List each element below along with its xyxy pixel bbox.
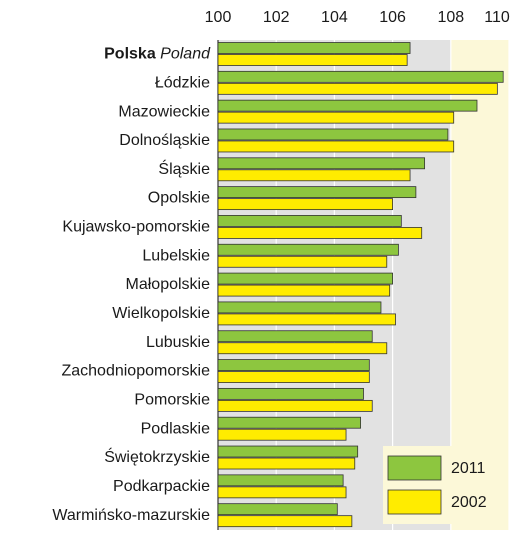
category-label: Zachodniopomorskie: [61, 363, 210, 380]
bar: [217, 157, 426, 170]
x-tick-label: 102: [263, 9, 290, 26]
category-label: Dolnośląskie: [119, 132, 210, 149]
bar: [217, 474, 344, 487]
x-tick-label: 108: [437, 9, 464, 26]
bar: [217, 54, 408, 66]
bar: [217, 330, 373, 343]
category-label: Lubelskie: [142, 247, 210, 264]
bar: [217, 169, 411, 182]
bar: [217, 272, 394, 285]
legend-swatch: [387, 455, 442, 481]
bar: [217, 313, 396, 326]
category-label: Mazowieckie: [118, 103, 210, 120]
bar: [217, 503, 338, 516]
bar: [217, 186, 417, 199]
bar: [217, 515, 353, 528]
bar: [217, 486, 347, 499]
category-label: Kujawsko-pomorskie: [62, 219, 210, 236]
category-label: Opolskie: [148, 190, 210, 207]
bar: [217, 301, 382, 314]
bar: [217, 416, 361, 429]
bar: [217, 284, 391, 297]
bar: [217, 243, 399, 256]
bar: [217, 359, 370, 371]
bar: [217, 457, 356, 470]
category-label: Podkarpackie: [113, 478, 210, 495]
category-label: Polska Poland: [104, 46, 211, 63]
bar: [217, 198, 394, 211]
bar: [217, 371, 370, 383]
x-tick-label: 100: [205, 9, 232, 26]
bar: [217, 428, 347, 441]
category-label: Małopolskie: [126, 276, 211, 293]
category-label: Warmińsko-mazurskie: [52, 507, 210, 524]
category-label: Łódzkie: [155, 74, 210, 91]
category-label: Świętokrzyskie: [104, 447, 210, 466]
bar: [217, 227, 423, 239]
bar: [217, 42, 411, 54]
legend-label: 2011: [451, 460, 486, 477]
bar: [217, 255, 388, 268]
x-tick-label: 106: [379, 9, 406, 26]
category-label: Podlaskie: [141, 420, 210, 437]
category-label: Wielkopolskie: [112, 305, 210, 322]
bar: [217, 215, 402, 227]
legend-label: 2002: [451, 494, 487, 511]
legend-swatch: [387, 489, 442, 515]
category-label: Śląskie: [158, 159, 210, 178]
category-label: Pomorskie: [134, 392, 210, 409]
bar: [217, 70, 504, 83]
bar: [217, 342, 388, 355]
bar: [217, 82, 498, 95]
bar: [217, 445, 359, 458]
category-label: Lubuskie: [146, 334, 210, 351]
x-tick-label: 104: [321, 9, 348, 26]
bar: [217, 387, 364, 400]
bar: [217, 140, 455, 153]
category-label-en: Poland: [160, 46, 211, 63]
bar: [217, 111, 455, 124]
x-tick-label: 110: [484, 9, 510, 26]
category-label-pl: Polska: [104, 46, 156, 63]
bar: [217, 128, 449, 141]
bar: [217, 99, 478, 112]
bar: [217, 399, 373, 412]
